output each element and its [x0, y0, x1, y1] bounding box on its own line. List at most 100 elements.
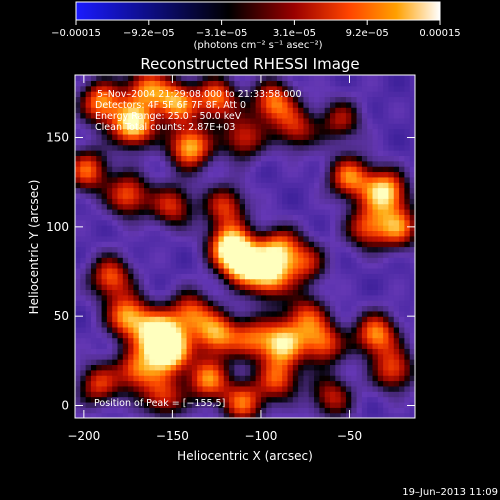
heatmap-cell	[250, 235, 257, 242]
heatmap-cell	[133, 353, 140, 360]
heatmap-cell	[356, 235, 363, 242]
heatmap-cell	[197, 123, 204, 130]
heatmap-cell	[298, 208, 305, 215]
heatmap-cell	[303, 412, 310, 418]
heatmap-cell	[372, 364, 379, 371]
heatmap-cell	[202, 171, 209, 178]
heatmap-cell	[330, 300, 336, 307]
heatmap-cell	[170, 96, 177, 103]
heatmap-cell	[186, 267, 193, 274]
heatmap-cell	[266, 85, 273, 92]
heatmap	[75, 75, 415, 418]
heatmap-cell	[213, 117, 220, 124]
heatmap-cell	[128, 117, 135, 124]
heatmap-cell	[292, 369, 299, 376]
heatmap-cell	[255, 316, 262, 323]
heatmap-cell	[314, 166, 320, 173]
heatmap-cell	[319, 150, 326, 156]
heatmap-cell	[372, 401, 379, 408]
heatmap-cell	[324, 117, 331, 124]
heatmap-cell	[112, 412, 119, 418]
heatmap-cell	[324, 225, 331, 232]
heatmap-cell	[165, 316, 172, 323]
heatmap-cell	[133, 305, 140, 312]
heatmap-cell	[218, 166, 225, 173]
heatmap-cell	[122, 123, 129, 130]
heatmap-cell	[213, 123, 220, 130]
heatmap-cell	[361, 273, 368, 280]
heatmap-cell	[404, 214, 411, 221]
heatmap-cell	[345, 412, 352, 418]
heatmap-cell	[345, 160, 352, 167]
heatmap-cell	[75, 294, 81, 301]
heatmap-cell	[175, 273, 182, 280]
heatmap-cell	[112, 321, 119, 328]
heatmap-cell	[287, 160, 294, 167]
heatmap-cell	[170, 166, 177, 173]
heatmap-cell	[154, 75, 161, 81]
heatmap-cell	[245, 305, 251, 312]
heatmap-cell	[202, 144, 209, 151]
heatmap-cell	[324, 364, 331, 371]
heatmap-cell	[324, 396, 331, 403]
heatmap-cell	[361, 139, 368, 146]
heatmap-cell	[361, 85, 368, 92]
heatmap-cell	[90, 267, 97, 274]
heatmap-cell	[170, 332, 177, 339]
heatmap-cell	[345, 396, 352, 403]
heatmap-cell	[319, 316, 326, 323]
heatmap-cell	[128, 380, 135, 387]
heatmap-cell	[181, 316, 188, 323]
heatmap-cell	[276, 375, 283, 382]
colorbar-tick-label: 9.2e−05	[346, 28, 389, 39]
heatmap-cell	[75, 225, 81, 232]
heatmap-cell	[181, 359, 188, 366]
heatmap-cell	[106, 385, 113, 392]
heatmap-cell	[181, 208, 188, 215]
heatmap-cell	[160, 310, 166, 317]
heatmap-cell	[181, 171, 188, 178]
heatmap-cell	[234, 316, 241, 323]
heatmap-cell	[399, 75, 405, 81]
heatmap-cell	[207, 96, 214, 103]
heatmap-cell	[165, 160, 172, 167]
heatmap-cell	[266, 171, 273, 178]
heatmap-cell	[303, 203, 310, 210]
heatmap-cell	[101, 107, 108, 114]
heatmap-cell	[191, 278, 198, 285]
heatmap-cell	[245, 155, 251, 162]
heatmap-cell	[144, 385, 150, 392]
heatmap-cell	[372, 128, 379, 135]
heatmap-cell	[80, 203, 87, 210]
heatmap-cell	[330, 278, 336, 285]
heatmap-cell	[101, 364, 108, 371]
heatmap-cell	[298, 75, 305, 81]
heatmap-cell	[106, 353, 113, 360]
heatmap-cell	[85, 123, 92, 130]
heatmap-cell	[340, 284, 347, 290]
heatmap-cell	[372, 230, 379, 237]
heatmap-cell	[75, 353, 81, 360]
heatmap-cell	[351, 139, 358, 146]
heatmap-cell	[324, 133, 331, 140]
heatmap-cell	[234, 176, 241, 183]
heatmap-cell	[117, 160, 124, 167]
heatmap-cell	[181, 203, 188, 210]
heatmap-cell	[133, 300, 140, 307]
heatmap-cell	[276, 380, 283, 387]
heatmap-cell	[245, 182, 251, 189]
heatmap-cell	[388, 353, 395, 360]
heatmap-cell	[165, 407, 172, 414]
heatmap-cell	[335, 155, 342, 162]
heatmap-cell	[340, 176, 347, 183]
heatmap-cell	[197, 375, 204, 382]
heatmap-cell	[85, 305, 92, 312]
heatmap-cell	[324, 246, 331, 253]
heatmap-cell	[96, 139, 103, 146]
heatmap-cell	[128, 230, 135, 237]
heatmap-cell	[234, 219, 241, 226]
heatmap-cell	[122, 412, 129, 418]
heatmap-cell	[367, 369, 374, 376]
heatmap-cell	[138, 321, 145, 328]
